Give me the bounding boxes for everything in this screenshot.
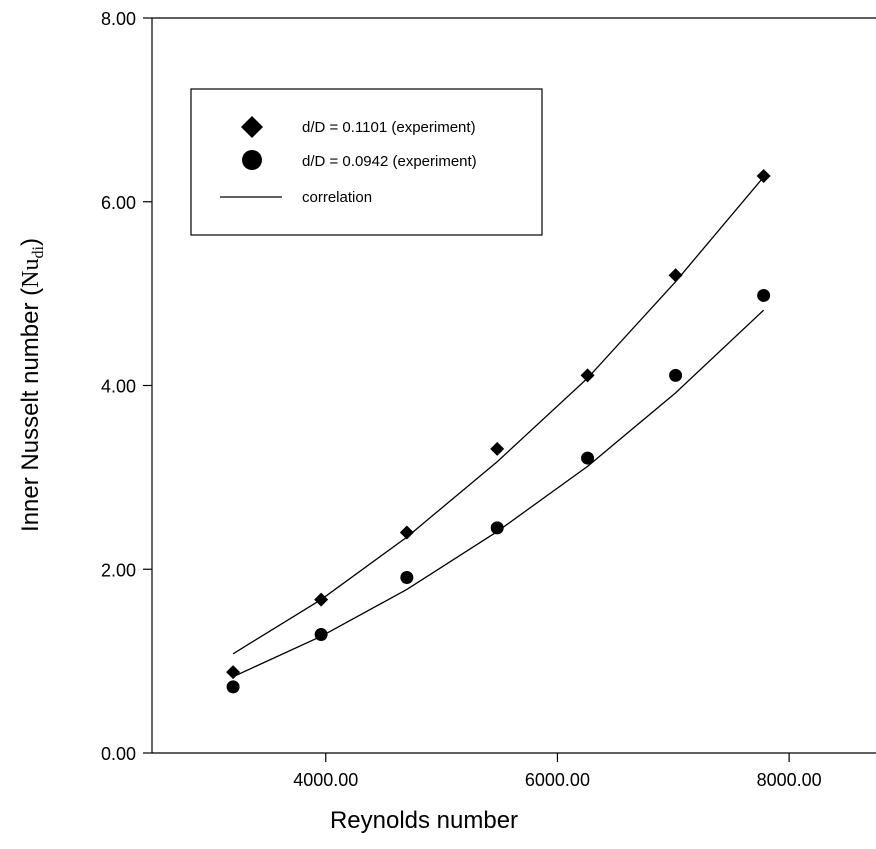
y-tick-label: 2.00 — [101, 560, 136, 580]
x-tick-label: 4000.00 — [293, 770, 358, 790]
y-axis-title-prefix: Inner Nusselt number ( — [17, 288, 44, 532]
y-tick-label: 0.00 — [101, 744, 136, 764]
x-tick-label: 6000.00 — [525, 770, 590, 790]
legend-label-series-2: d/D = 0.0942 (experiment) — [302, 153, 477, 170]
y-axis-title: Inner Nusselt number (Nudi) — [17, 238, 47, 532]
correlation-line-2 — [232, 309, 765, 678]
circle-point — [314, 627, 328, 641]
data-markers — [226, 169, 771, 694]
y-tick-label: 4.00 — [101, 377, 136, 397]
x-axis-title: Reynolds number — [330, 807, 518, 834]
diamond-point — [756, 169, 771, 184]
diamond-point — [314, 592, 329, 607]
y-axis-title-symbol: Nu — [18, 259, 44, 288]
circle-point — [400, 571, 414, 585]
legend-label-series-1: d/D = 0.1101 (experiment) — [302, 119, 476, 136]
correlation-lines — [232, 176, 765, 678]
x-tick-label: 8000.00 — [757, 770, 822, 790]
circle-point — [757, 288, 771, 302]
legend-diamond-marker — [241, 116, 263, 138]
diamond-point — [399, 525, 414, 540]
diamond-point — [490, 441, 505, 456]
circle-point — [226, 680, 240, 694]
axis-ticks: 0.00 2.00 4.00 6.00 8.00 4000.00 6000.00 8000.0… — [101, 9, 822, 790]
legend: d/D = 0.1101 (experiment) d/D = 0.0942 (… — [190, 88, 543, 236]
correlation-line-1 — [232, 176, 765, 655]
diamond-point — [668, 268, 683, 283]
y-tick-label: 6.00 — [101, 193, 136, 213]
circle-point — [669, 368, 683, 382]
y-axis-title-subscript: di — [30, 246, 47, 259]
legend-circle-marker — [242, 150, 262, 170]
circle-point — [581, 451, 595, 465]
legend-label-correlation: correlation — [302, 189, 372, 206]
y-tick-label: 8.00 — [101, 9, 136, 29]
diamond-point — [580, 368, 595, 383]
y-axis-title-suffix: ) — [17, 238, 44, 246]
circle-point — [490, 521, 504, 535]
diamond-point — [226, 665, 241, 680]
